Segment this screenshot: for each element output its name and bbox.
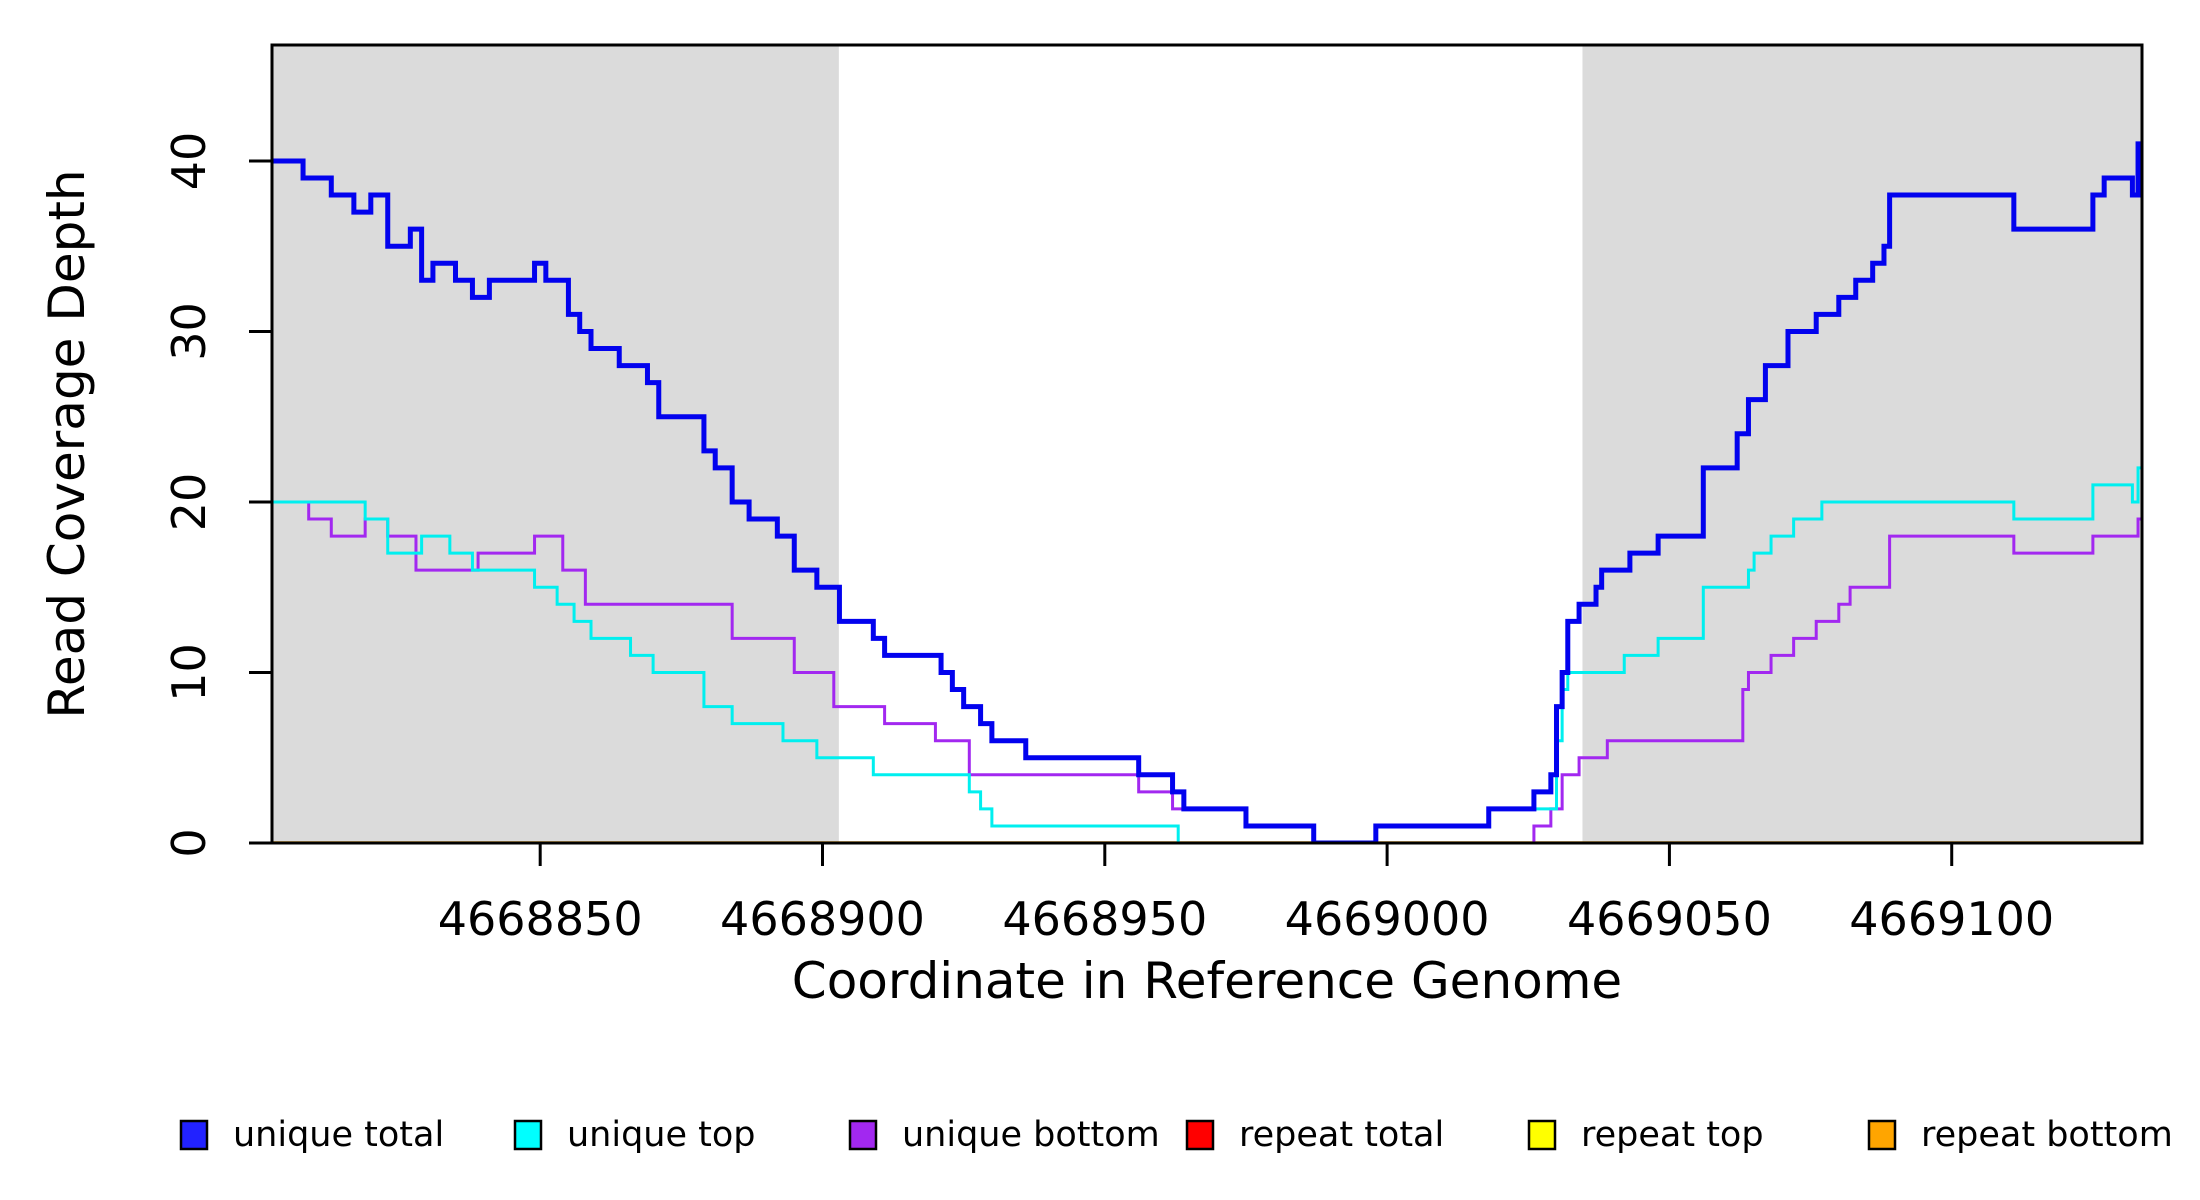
legend-item-unique-total: unique total bbox=[179, 1115, 444, 1155]
legend: unique total unique top unique bottom repea… bbox=[179, 1115, 2173, 1155]
legend-item-unique-top: unique top bbox=[513, 1115, 756, 1155]
x-tick-label: 4668900 bbox=[720, 892, 925, 946]
legend-item-repeat-top: repeat top bbox=[1527, 1115, 1764, 1155]
plot-border bbox=[270, 43, 2144, 845]
y-tick-label: 10 bbox=[162, 643, 216, 702]
legend-item-repeat-bottom: repeat bottom bbox=[1867, 1115, 2173, 1155]
legend-label: unique bottom bbox=[902, 1115, 1160, 1155]
legend-label: unique total bbox=[233, 1115, 444, 1155]
y-axis: 0 10 20 30 40 bbox=[162, 132, 272, 858]
series-unique-total bbox=[272, 141, 2142, 843]
legend-item-unique-bottom: unique bottom bbox=[848, 1115, 1160, 1155]
x-axis: 4668850 4668900 4668950 4669000 4669050 46691… bbox=[438, 843, 2054, 946]
legend-swatch bbox=[1527, 1119, 1557, 1151]
legend-label: repeat top bbox=[1581, 1115, 1764, 1155]
y-tick-label: 30 bbox=[162, 302, 216, 361]
x-axis-title: Coordinate in Reference Genome bbox=[792, 952, 1622, 1010]
legend-label: repeat bottom bbox=[1921, 1115, 2173, 1155]
x-tick-label: 4669050 bbox=[1567, 892, 1772, 946]
shaded-region bbox=[272, 45, 839, 843]
legend-swatch bbox=[1867, 1119, 1897, 1151]
legend-swatch bbox=[848, 1119, 878, 1151]
shaded-region bbox=[1582, 45, 2142, 843]
legend-label: repeat total bbox=[1239, 1115, 1444, 1155]
legend-swatch bbox=[1185, 1119, 1215, 1151]
x-tick-label: 4668950 bbox=[1002, 892, 1207, 946]
x-tick-label: 4668850 bbox=[438, 892, 643, 946]
x-tick-label: 4669000 bbox=[1285, 892, 1490, 946]
legend-label: unique top bbox=[567, 1115, 756, 1155]
x-tick-label: 4669100 bbox=[1849, 892, 2054, 946]
legend-swatch bbox=[513, 1119, 543, 1151]
y-tick-label: 40 bbox=[162, 132, 216, 191]
y-tick-label: 0 bbox=[162, 828, 216, 857]
y-tick-label: 20 bbox=[162, 473, 216, 532]
y-axis-title: Read Coverage Depth bbox=[38, 169, 96, 718]
legend-swatch bbox=[179, 1119, 209, 1151]
legend-item-repeat-total: repeat total bbox=[1185, 1115, 1444, 1155]
series-lines bbox=[272, 141, 2142, 843]
shaded-regions bbox=[272, 45, 2142, 843]
series-unique-top bbox=[272, 466, 2142, 843]
